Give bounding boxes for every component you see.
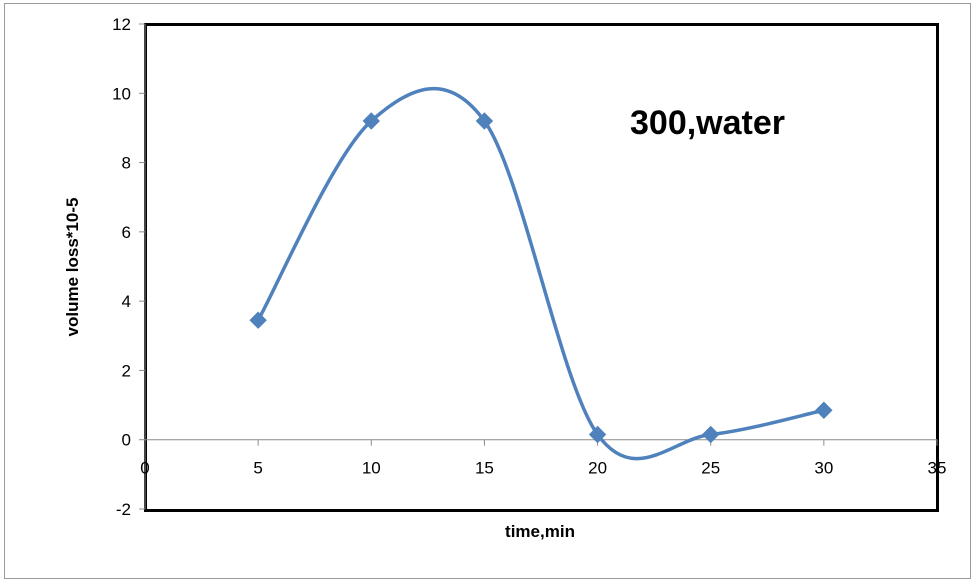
x-tick-label: 10 (362, 459, 381, 478)
x-axis-title: time,min (505, 522, 575, 541)
x-tick-labels: 0 5 10 15 20 25 30 35 (140, 459, 946, 478)
data-point-marker (362, 112, 380, 130)
y-tick-label: 10 (112, 84, 131, 103)
y-axis-title: volume loss*10-5 (63, 198, 82, 337)
y-tick-label: 12 (112, 15, 131, 34)
y-tick-labels: -2 0 2 4 6 8 10 12 (112, 15, 131, 519)
chart-annotation: 300,water (630, 104, 785, 142)
y-tick-label: 6 (122, 223, 131, 242)
x-tick-label: 20 (588, 459, 607, 478)
y-tick-label: -2 (116, 500, 131, 519)
x-tick-label: 30 (814, 459, 833, 478)
data-point-marker (475, 112, 494, 130)
series-line (256, 86, 825, 461)
y-tick-label: 4 (122, 292, 131, 311)
axes (139, 23, 938, 510)
x-tick-label: 25 (701, 459, 720, 478)
data-point-marker (588, 425, 607, 444)
x-tick-label: 0 (140, 459, 149, 478)
data-point-marker (815, 401, 833, 419)
y-tick-label: 8 (122, 154, 131, 173)
plot-area-border (144, 23, 939, 512)
chart-frame (4, 3, 971, 579)
y-tick-label: 0 (122, 431, 131, 450)
series-layer (249, 86, 833, 461)
x-tick-label: 15 (475, 459, 494, 478)
data-point-marker (249, 311, 267, 329)
x-tick-label: 5 (253, 459, 262, 478)
x-tick-label: 35 (928, 459, 947, 478)
data-point-marker (702, 425, 720, 444)
y-tick-label: 2 (122, 361, 131, 380)
